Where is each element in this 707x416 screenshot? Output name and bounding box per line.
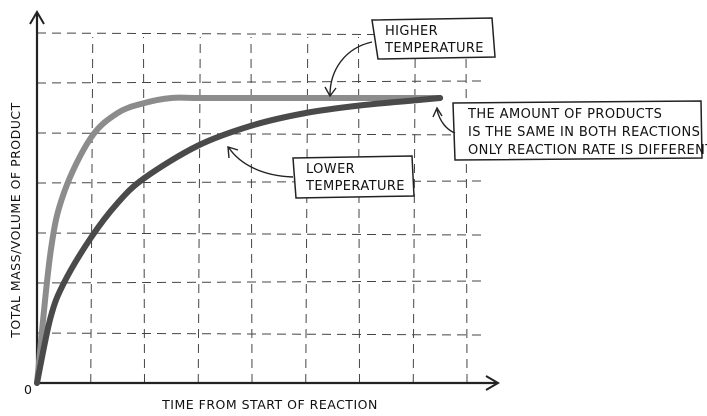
origin-label: 0 bbox=[24, 382, 32, 397]
callout-line-2: TEMPERATURE bbox=[305, 179, 405, 194]
note-line-1: THE AMOUNT OF PRODUCTS bbox=[467, 107, 662, 122]
y-axis-arrowhead bbox=[29, 10, 45, 25]
higher-temperature-callout: HIGHER TEMPERATURE bbox=[324, 17, 496, 98]
grid-line-vertical bbox=[250, 36, 253, 384]
x-axis-title: TIME FROM START OF REACTION bbox=[161, 397, 378, 412]
grid-line-horizontal bbox=[36, 132, 482, 136]
callout-box bbox=[371, 17, 496, 60]
y-axis-title: TOTAL MASS/VOLUME OF PRODUCT bbox=[8, 102, 23, 339]
grid-line-vertical bbox=[143, 36, 145, 384]
grid-line-horizontal bbox=[36, 80, 482, 84]
grid-line-vertical bbox=[358, 36, 360, 384]
grid-line-vertical bbox=[305, 36, 309, 384]
callout-arrowhead bbox=[227, 146, 239, 159]
grid-line-vertical bbox=[412, 36, 416, 384]
x-axis-arrowhead bbox=[485, 375, 500, 391]
callout-line-2: TEMPERATURE bbox=[384, 41, 484, 56]
note-box bbox=[452, 100, 703, 161]
note-line-2: IS THE SAME IN BOTH REACTIONS bbox=[468, 125, 700, 140]
grid-line-horizontal bbox=[36, 280, 482, 284]
callout-line-1: LOWER bbox=[306, 162, 355, 177]
note-arrowhead bbox=[432, 106, 443, 118]
grid-line-vertical bbox=[197, 36, 201, 384]
grid bbox=[36, 32, 482, 384]
series-group bbox=[34, 94, 444, 386]
callout-arrow bbox=[228, 147, 294, 178]
lower-temperature-line bbox=[34, 95, 444, 386]
callout-arrowhead bbox=[324, 86, 337, 98]
callout-line-1: HIGHER bbox=[385, 24, 438, 39]
grid-line-horizontal bbox=[36, 332, 482, 336]
grid-line-vertical bbox=[465, 36, 468, 384]
note-line-3: ONLY REACTION RATE IS DIFFERENT bbox=[468, 143, 707, 158]
grid-line-vertical bbox=[90, 36, 94, 384]
callout-arrow bbox=[329, 41, 373, 96]
higher-temperature-line bbox=[34, 94, 444, 386]
same-amount-note: THE AMOUNT OF PRODUCTS IS THE SAME IN BO… bbox=[432, 100, 707, 161]
grid-line-horizontal bbox=[36, 232, 482, 236]
callout-box bbox=[292, 155, 415, 199]
lower-temperature-callout: LOWER TEMPERATURE bbox=[227, 146, 415, 199]
note-arrow bbox=[436, 109, 456, 134]
